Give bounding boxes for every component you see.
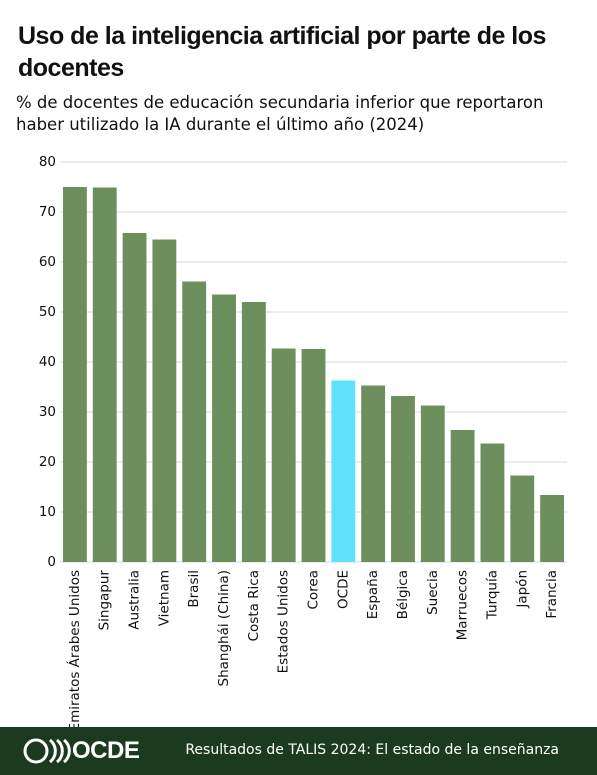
y-tick-label: 30: [39, 404, 56, 420]
y-tick-label: 60: [39, 254, 56, 270]
y-tick-label: 50: [39, 304, 56, 320]
x-tick-label: Suecia: [425, 570, 441, 615]
bar: [510, 475, 535, 562]
chart-subtitle: % de docentes de educación secundaria in…: [16, 93, 544, 134]
y-tick-label: 70: [39, 204, 56, 220]
bar: [361, 385, 386, 562]
bar: [301, 349, 326, 562]
x-tick-label: Francia: [544, 570, 560, 619]
y-tick-label: 0: [47, 554, 56, 570]
bar: [420, 405, 445, 562]
x-tick-label: España: [365, 570, 381, 619]
y-tick-label: 10: [39, 504, 56, 520]
bar: [480, 443, 505, 562]
x-tick-label: Marruecos: [455, 570, 471, 640]
bar: [241, 302, 266, 562]
source: Resultados de TALIS 2024: El estado de l…: [185, 742, 559, 758]
footer: OCDE Resultados de TALIS 2024: El estado…: [0, 727, 597, 775]
x-tick-label: Emiratos Árabes Unidos: [66, 570, 83, 727]
bar: [122, 233, 147, 562]
x-tick-label: Bélgica: [395, 570, 411, 619]
bar: [540, 495, 565, 562]
bar: [182, 281, 207, 562]
bar: [92, 187, 117, 562]
y-tick-label: 80: [39, 154, 56, 170]
bar: [212, 294, 236, 562]
x-tick-label: Brasil: [186, 570, 202, 608]
x-tick-label: Vietnam: [156, 570, 172, 626]
x-tick-label: OCDE: [335, 570, 351, 609]
bar: [331, 380, 356, 562]
bar: [271, 348, 296, 562]
x-tick-label: Costa Rica: [246, 570, 262, 641]
bar: [152, 239, 177, 562]
y-tick-label: 40: [39, 354, 56, 370]
chart-title: Uso de la inteligencia artificial por pa…: [18, 22, 546, 82]
bar: [62, 187, 87, 562]
x-tick-label: Japón: [514, 570, 530, 609]
x-tick-label: Singapur: [97, 570, 113, 631]
y-tick-label: 20: [39, 454, 56, 470]
logo-text: OCDE: [72, 737, 140, 764]
x-tick-label: Shanghái (China): [216, 570, 232, 687]
x-tick-label: Australia: [127, 570, 143, 630]
x-tick-label: Estados Unidos: [276, 570, 292, 673]
bar: [391, 396, 415, 562]
bar: [450, 430, 475, 562]
x-tick-label: Corea: [306, 570, 322, 610]
logo-icon: [23, 738, 71, 764]
x-tick-label: Turquía: [484, 570, 500, 620]
chart: 0 10 20 30 40 50 60 70 80 Emiratos Árabes Unidos S…: [39, 154, 567, 727]
